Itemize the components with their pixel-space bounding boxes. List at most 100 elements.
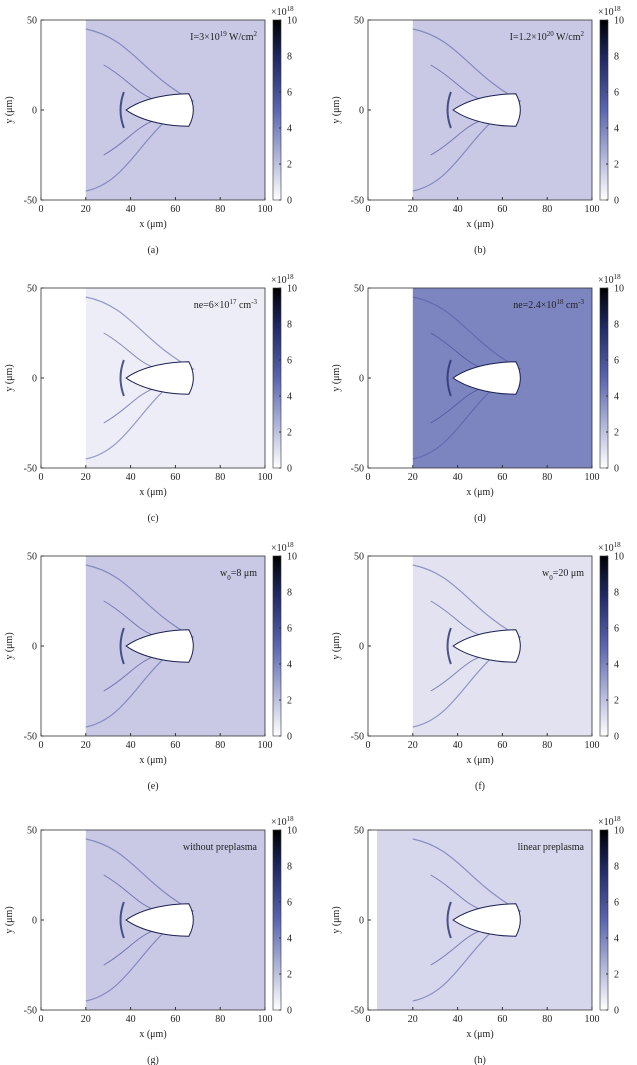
colorbar-tick-label: 8 [614,588,619,599]
bow [446,359,452,397]
x-tick-label: 60 [497,204,507,215]
inner-shock [103,332,154,424]
colorbar-tick-label: 8 [287,52,292,63]
annotation-part: cm [236,300,251,311]
x-tick-label: 80 [215,1014,225,1025]
annotation-part: -3 [578,298,584,306]
y-tick-label: 0 [359,374,364,385]
x-tick-label: 20 [81,204,91,215]
annotation-part: ne=2.4×10 [513,300,556,311]
x-axis-label: x (μm) [139,1029,166,1040]
colorbar-tick-label: 8 [287,320,292,331]
y-axis-label: y (μm) [4,632,15,659]
colorbar-tick-label: 10 [287,826,297,837]
colorbar-exponent-part: ×10 [271,817,287,828]
colorbar-tick-label: 2 [614,160,619,171]
x-tick-label: 40 [453,1014,463,1025]
colorbar-tick-label: 0 [287,196,292,207]
x-tick-label: 100 [585,472,600,483]
annotation-part: 2 [254,30,258,38]
colorbar-tick-label: 2 [614,428,619,439]
bow [446,91,452,129]
bow [119,627,125,665]
x-tick-label: 0 [366,1014,371,1025]
colorbar-exponent-part: ×10 [598,817,614,828]
colorbar-tick-label: 6 [287,898,292,909]
x-tick-label: 100 [258,472,273,483]
bow [119,91,125,129]
colorbar-tick-label: 0 [614,464,619,475]
colorbar [272,555,282,737]
colorbar-tick-label: 10 [614,826,624,837]
x-tick-label: 20 [408,1014,418,1025]
colorbar-tick-label: 6 [287,356,292,367]
y-axis-label: y (μm) [4,906,15,933]
x-tick-label: 60 [170,1014,180,1025]
inner-shock [430,64,481,156]
x-tick-label: 0 [39,740,44,751]
colorbar-tick-label: 4 [614,124,619,135]
caption: (h) [474,1055,486,1065]
colorbar-exponent-part: ×10 [598,7,614,18]
colorbar [599,287,609,469]
x-tick-label: 60 [497,1014,507,1025]
x-tick-label: 20 [408,204,418,215]
colorbar-exponent-part: 18 [614,541,622,549]
y-tick-label: -50 [351,464,364,475]
bow [119,359,125,397]
colorbar-tick-label: 6 [287,88,292,99]
x-tick-label: 40 [126,472,136,483]
colorbar-tick-label: 0 [287,464,292,475]
colorbar-tick-label: 6 [287,624,292,635]
colorbar-tick-label: 0 [614,1006,619,1017]
annotation-part: 2 [581,30,585,38]
annotation-part: 0 [549,574,553,582]
x-tick-label: 80 [542,472,552,483]
annotation: w0=20 μm [542,568,584,582]
cavity [452,903,521,937]
density-map [412,288,592,468]
x-tick-label: 40 [126,740,136,751]
shock-wings [85,296,195,460]
colorbar-exponent: ×1018 [271,815,294,828]
colorbar-tick-label: 2 [287,428,292,439]
bow [446,627,452,665]
colorbar-tick-label: 10 [287,552,297,563]
colorbar-tick-label: 10 [287,16,297,27]
annotation: I=3×1019 W/cm2 [190,30,257,43]
colorbar-tick-label: 2 [287,160,292,171]
x-tick-label: 0 [366,204,371,215]
cavity [125,361,194,395]
colorbar-exponent: ×1018 [271,273,294,286]
x-axis-label: x (μm) [466,219,493,230]
caption: (f) [475,781,485,792]
colorbar-tick-label: 0 [287,732,292,743]
colorbar [272,287,282,469]
annotation-part: cm [563,300,578,311]
y-tick-label: 50 [27,826,37,837]
y-axis-label: y (μm) [331,96,342,123]
colorbar-exponent-part: 18 [287,541,295,549]
inner-shock [430,600,481,692]
annotation: without preplasma [183,842,258,853]
y-tick-label: 50 [27,284,37,295]
colorbar-tick-label: 4 [287,124,292,135]
x-tick-label: 0 [366,740,371,751]
x-tick-label: 20 [81,472,91,483]
colorbar-exponent-part: 18 [614,815,622,823]
annotation-part: 17 [229,298,237,306]
bow [119,901,125,939]
annotation-part: 19 [220,30,228,38]
caption: (a) [147,245,158,256]
colorbar-exponent-part: ×10 [271,7,287,18]
y-tick-label: 50 [27,552,37,563]
caption: (g) [147,1055,159,1065]
colorbar-tick-label: 8 [614,320,619,331]
cavity [125,629,194,663]
annotation-part: W/cm [554,32,581,43]
annotation: ne=6×1017 cm-3 [194,298,258,311]
x-axis-label: x (μm) [139,487,166,498]
